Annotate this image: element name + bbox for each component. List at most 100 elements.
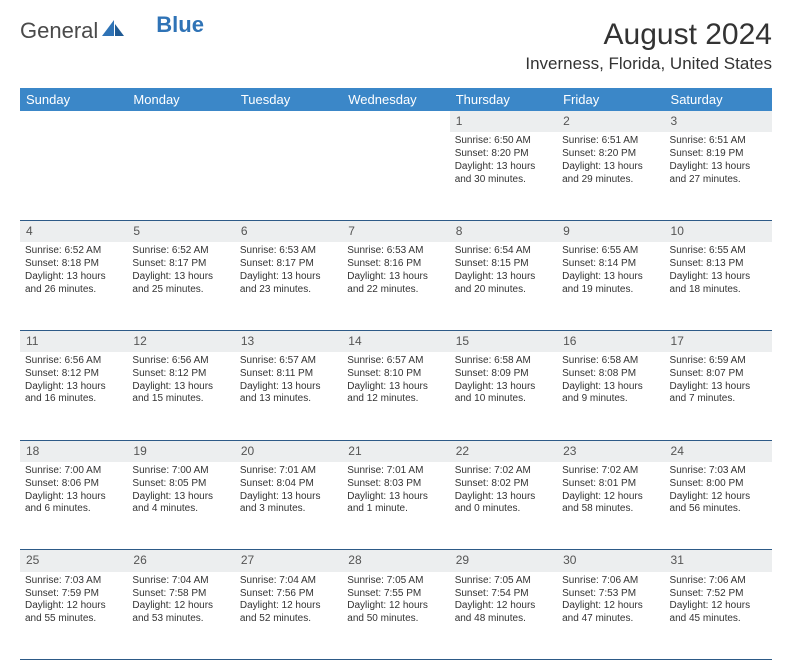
day-cell (20, 132, 127, 220)
day-cell: Sunrise: 6:56 AMSunset: 8:12 PMDaylight:… (127, 352, 234, 440)
sunset-line: Sunset: 8:20 PM (562, 148, 659, 161)
sunrise-line: Sunrise: 7:02 AM (562, 465, 659, 478)
day-number (235, 111, 342, 132)
sunset-line: Sunset: 8:05 PM (132, 478, 229, 491)
sunset-line: Sunset: 7:59 PM (25, 588, 122, 601)
sunset-line: Sunset: 7:58 PM (132, 588, 229, 601)
daylight-line: Daylight: 13 hours and 3 minutes. (240, 491, 337, 517)
day-cell (342, 132, 449, 220)
day-cell: Sunrise: 6:55 AMSunset: 8:14 PMDaylight:… (557, 242, 664, 330)
day-content-row: Sunrise: 7:00 AMSunset: 8:06 PMDaylight:… (20, 462, 772, 550)
sunrise-line: Sunrise: 7:05 AM (347, 575, 444, 588)
day-number: 11 (20, 330, 127, 352)
sunset-line: Sunset: 8:00 PM (670, 478, 767, 491)
day-number: 22 (450, 440, 557, 462)
day-header: Thursday (450, 88, 557, 111)
day-cell: Sunrise: 7:00 AMSunset: 8:05 PMDaylight:… (127, 462, 234, 550)
sunset-line: Sunset: 8:17 PM (132, 258, 229, 271)
day-content-row: Sunrise: 6:50 AMSunset: 8:20 PMDaylight:… (20, 132, 772, 220)
daylight-line: Daylight: 13 hours and 1 minute. (347, 491, 444, 517)
header: General Blue August 2024 Inverness, Flor… (20, 18, 772, 74)
sunrise-line: Sunrise: 6:57 AM (347, 355, 444, 368)
day-header: Wednesday (342, 88, 449, 111)
day-number: 29 (450, 550, 557, 572)
daylight-line: Daylight: 13 hours and 25 minutes. (132, 271, 229, 297)
day-header: Monday (127, 88, 234, 111)
sunrise-line: Sunrise: 7:01 AM (240, 465, 337, 478)
day-cell: Sunrise: 7:04 AMSunset: 7:56 PMDaylight:… (235, 572, 342, 660)
day-cell: Sunrise: 6:51 AMSunset: 8:19 PMDaylight:… (665, 132, 772, 220)
sunrise-line: Sunrise: 7:06 AM (562, 575, 659, 588)
day-cell: Sunrise: 7:05 AMSunset: 7:54 PMDaylight:… (450, 572, 557, 660)
day-number (342, 111, 449, 132)
sunset-line: Sunset: 7:54 PM (455, 588, 552, 601)
day-content-row: Sunrise: 6:52 AMSunset: 8:18 PMDaylight:… (20, 242, 772, 330)
day-cell (235, 132, 342, 220)
daylight-line: Daylight: 12 hours and 58 minutes. (562, 491, 659, 517)
sunrise-line: Sunrise: 6:56 AM (25, 355, 122, 368)
sunset-line: Sunset: 7:56 PM (240, 588, 337, 601)
sunrise-line: Sunrise: 7:01 AM (347, 465, 444, 478)
day-cell: Sunrise: 7:06 AMSunset: 7:53 PMDaylight:… (557, 572, 664, 660)
day-number: 5 (127, 220, 234, 242)
day-header: Tuesday (235, 88, 342, 111)
day-cell: Sunrise: 6:58 AMSunset: 8:09 PMDaylight:… (450, 352, 557, 440)
day-number: 10 (665, 220, 772, 242)
day-number: 1 (450, 111, 557, 132)
day-number-row: 123 (20, 111, 772, 132)
day-cell: Sunrise: 6:58 AMSunset: 8:08 PMDaylight:… (557, 352, 664, 440)
day-number: 9 (557, 220, 664, 242)
day-number: 20 (235, 440, 342, 462)
sunset-line: Sunset: 8:02 PM (455, 478, 552, 491)
sunset-line: Sunset: 8:15 PM (455, 258, 552, 271)
daylight-line: Daylight: 13 hours and 15 minutes. (132, 381, 229, 407)
sunset-line: Sunset: 8:04 PM (240, 478, 337, 491)
daylight-line: Daylight: 13 hours and 29 minutes. (562, 161, 659, 187)
day-cell: Sunrise: 7:03 AMSunset: 7:59 PMDaylight:… (20, 572, 127, 660)
sunrise-line: Sunrise: 6:53 AM (240, 245, 337, 258)
daylight-line: Daylight: 13 hours and 18 minutes. (670, 271, 767, 297)
day-number-row: 18192021222324 (20, 440, 772, 462)
day-number: 14 (342, 330, 449, 352)
day-cell: Sunrise: 6:56 AMSunset: 8:12 PMDaylight:… (20, 352, 127, 440)
sunset-line: Sunset: 8:20 PM (455, 148, 552, 161)
day-cell: Sunrise: 6:55 AMSunset: 8:13 PMDaylight:… (665, 242, 772, 330)
daylight-line: Daylight: 13 hours and 26 minutes. (25, 271, 122, 297)
day-cell: Sunrise: 6:52 AMSunset: 8:18 PMDaylight:… (20, 242, 127, 330)
sunrise-line: Sunrise: 7:04 AM (132, 575, 229, 588)
day-number-row: 45678910 (20, 220, 772, 242)
sunrise-line: Sunrise: 7:03 AM (25, 575, 122, 588)
sunrise-line: Sunrise: 6:52 AM (132, 245, 229, 258)
day-number: 8 (450, 220, 557, 242)
daylight-line: Daylight: 12 hours and 45 minutes. (670, 600, 767, 626)
month-title: August 2024 (525, 18, 772, 52)
sunset-line: Sunset: 8:06 PM (25, 478, 122, 491)
day-number: 31 (665, 550, 772, 572)
sunrise-line: Sunrise: 6:57 AM (240, 355, 337, 368)
sunset-line: Sunset: 8:10 PM (347, 368, 444, 381)
sunset-line: Sunset: 8:11 PM (240, 368, 337, 381)
daylight-line: Daylight: 12 hours and 56 minutes. (670, 491, 767, 517)
daylight-line: Daylight: 12 hours and 48 minutes. (455, 600, 552, 626)
day-cell: Sunrise: 7:01 AMSunset: 8:04 PMDaylight:… (235, 462, 342, 550)
day-number: 23 (557, 440, 664, 462)
days-of-week-row: SundayMondayTuesdayWednesdayThursdayFrid… (20, 88, 772, 111)
day-number: 27 (235, 550, 342, 572)
day-number: 24 (665, 440, 772, 462)
day-number: 26 (127, 550, 234, 572)
sunset-line: Sunset: 8:14 PM (562, 258, 659, 271)
day-content-row: Sunrise: 7:03 AMSunset: 7:59 PM Daylight:… (20, 572, 772, 660)
sunrise-line: Sunrise: 6:59 AM (670, 355, 767, 368)
day-cell: Sunrise: 7:05 AMSunset: 7:55 PMDaylight:… (342, 572, 449, 660)
sunrise-line: Sunrise: 7:04 AM (240, 575, 337, 588)
daylight-line: Daylight: 13 hours and 22 minutes. (347, 271, 444, 297)
day-cell: Sunrise: 6:57 AMSunset: 8:10 PMDaylight:… (342, 352, 449, 440)
sunrise-line: Sunrise: 7:03 AM (670, 465, 767, 478)
day-number: 28 (342, 550, 449, 572)
sunset-line: Sunset: 8:13 PM (670, 258, 767, 271)
daylight-line: Daylight: 13 hours and 12 minutes. (347, 381, 444, 407)
sunset-line: Sunset: 8:17 PM (240, 258, 337, 271)
sunset-line: Sunset: 8:12 PM (132, 368, 229, 381)
title-block: August 2024 Inverness, Florida, United S… (525, 18, 772, 74)
day-number: 21 (342, 440, 449, 462)
